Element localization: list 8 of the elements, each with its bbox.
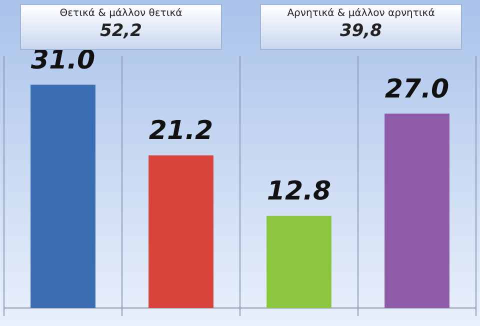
- text: 52,2: [99, 21, 143, 41]
- text: Αρνητικά & μάλλον αρνητικά: [286, 8, 436, 19]
- data-label: 27.0: [384, 74, 450, 104]
- text: 39,8: [339, 21, 383, 41]
- data-label: 31.0: [30, 46, 96, 76]
- data-label: 12.8: [266, 176, 332, 207]
- text: Θετικά & μάλλον θετικά: [58, 8, 184, 19]
- data-label: 21.2: [148, 116, 214, 146]
